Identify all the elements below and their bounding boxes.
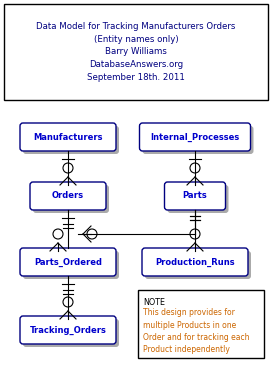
FancyBboxPatch shape	[23, 319, 119, 347]
Text: Orders: Orders	[52, 192, 84, 200]
Text: Manufacturers: Manufacturers	[33, 132, 103, 142]
Text: Internal_Processes: Internal_Processes	[150, 132, 240, 142]
FancyBboxPatch shape	[20, 123, 116, 151]
FancyBboxPatch shape	[142, 248, 248, 276]
FancyBboxPatch shape	[145, 251, 251, 279]
FancyBboxPatch shape	[143, 126, 254, 154]
FancyBboxPatch shape	[23, 126, 119, 154]
FancyBboxPatch shape	[20, 316, 116, 344]
Text: Tracking_Orders: Tracking_Orders	[30, 326, 106, 335]
Text: NOTE: NOTE	[143, 298, 165, 307]
Text: Data Model for Tracking Manufacturers Orders
(Entity names only)
Barry Williams
: Data Model for Tracking Manufacturers Or…	[36, 22, 236, 82]
FancyBboxPatch shape	[20, 248, 116, 276]
FancyBboxPatch shape	[168, 185, 228, 213]
Text: Parts: Parts	[183, 192, 207, 200]
FancyBboxPatch shape	[30, 182, 106, 210]
Bar	[4, 4, 268, 100]
Bar	[138, 290, 264, 358]
FancyBboxPatch shape	[140, 123, 251, 151]
FancyBboxPatch shape	[23, 251, 119, 279]
FancyBboxPatch shape	[33, 185, 109, 213]
Text: Parts_Ordered: Parts_Ordered	[34, 257, 102, 266]
FancyBboxPatch shape	[165, 182, 225, 210]
Text: Production_Runs: Production_Runs	[155, 257, 235, 266]
Text: This design provides for
multiple Products in one
Order and for tracking each
Pr: This design provides for multiple Produc…	[143, 308, 249, 355]
